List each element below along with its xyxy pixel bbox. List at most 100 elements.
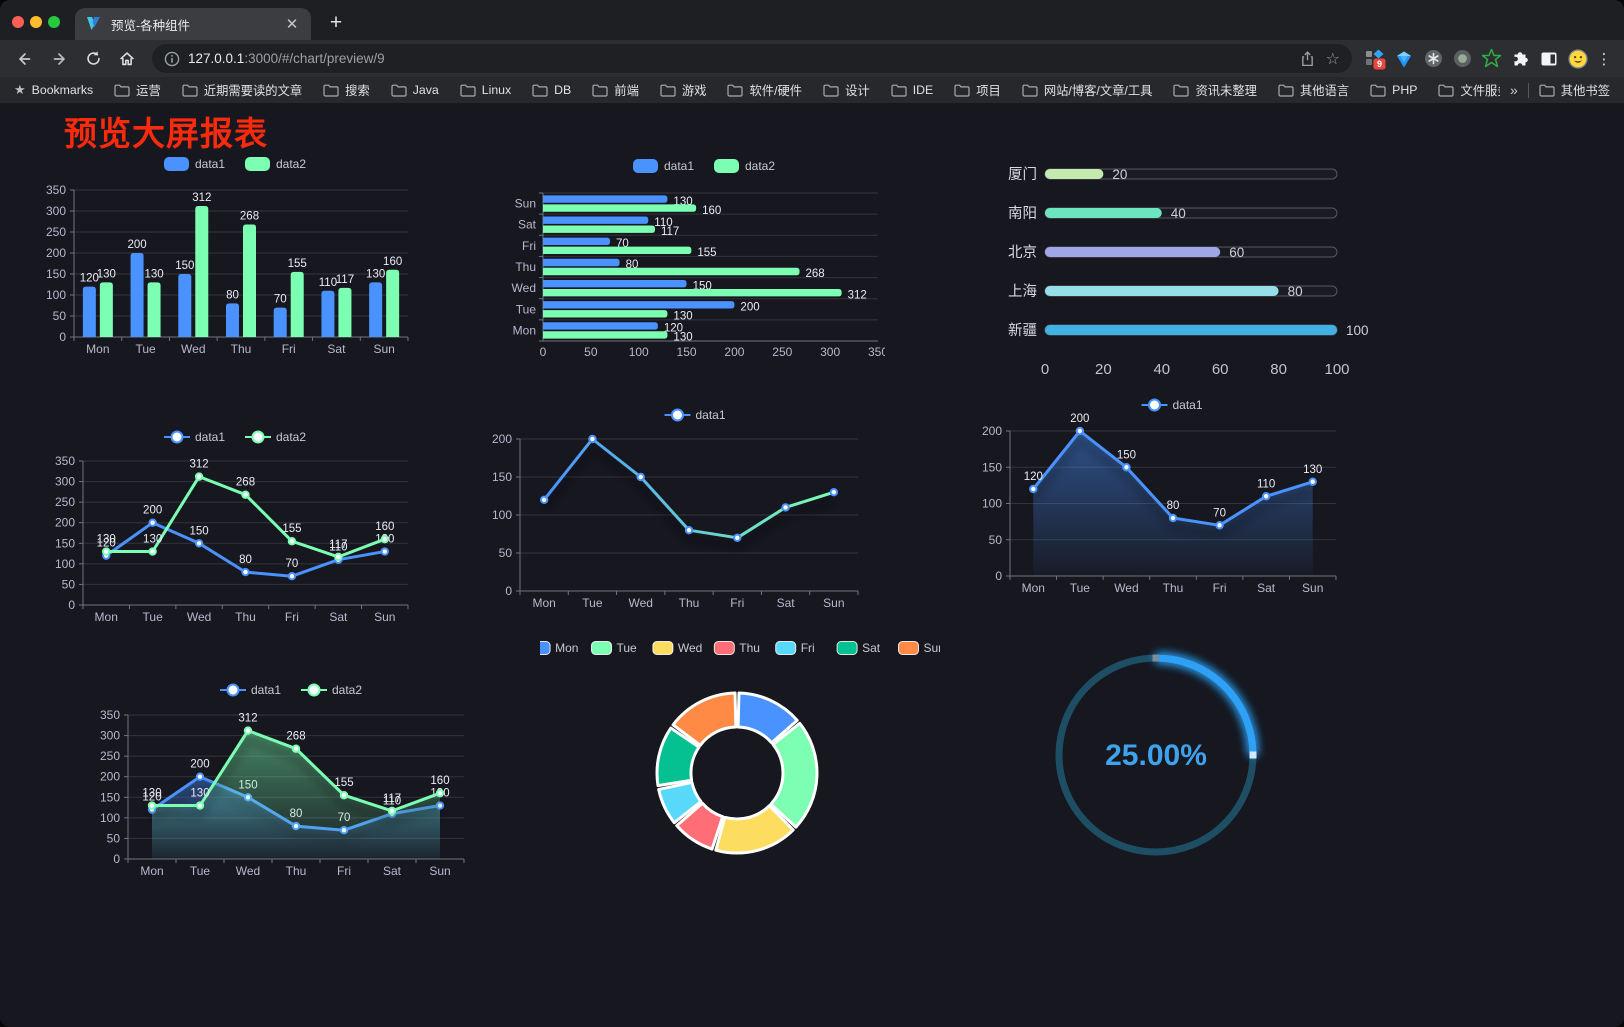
- data-point[interactable]: [148, 547, 157, 556]
- chart-bar-grouped[interactable]: data1 data2 0 50 100 150 200 250 300 350 Mon Tue Wed…: [40, 148, 420, 363]
- home-button[interactable]: [112, 44, 142, 74]
- data-point[interactable]: [291, 744, 301, 753]
- bar[interactable]: [543, 246, 692, 255]
- bar[interactable]: [543, 301, 735, 309]
- legend[interactable]: data1: [664, 408, 726, 422]
- bar[interactable]: [195, 205, 209, 337]
- bar[interactable]: [82, 286, 96, 337]
- legend-item-Thu[interactable]: Thu: [713, 641, 760, 655]
- data-point[interactable]: [194, 472, 204, 481]
- data-point[interactable]: [380, 534, 389, 544]
- data-point[interactable]: [539, 495, 549, 505]
- extension-grid-badge-icon[interactable]: 9: [1364, 48, 1386, 70]
- extension-green-star-icon[interactable]: [1480, 48, 1502, 70]
- bar[interactable]: [290, 271, 304, 337]
- data-point[interactable]: [1122, 463, 1131, 472]
- chart-donut[interactable]: Mon Tue Wed Thu Fri Sat Sun: [540, 633, 940, 868]
- legend-item-Mon[interactable]: Mon: [540, 641, 578, 655]
- back-button[interactable]: [10, 44, 40, 74]
- bookmark-folder-5[interactable]: DB: [532, 83, 571, 97]
- legend-item-data1[interactable]: data1: [164, 157, 225, 171]
- bookmark-folder-12[interactable]: 网站/博客/文章/工具: [1022, 81, 1152, 99]
- data-point[interactable]: [684, 526, 694, 535]
- bar[interactable]: [178, 274, 192, 337]
- pie-slice-Wed[interactable]: [714, 804, 795, 855]
- bookmark-folder-11[interactable]: 项目: [954, 81, 1001, 99]
- legend-item-Wed[interactable]: Wed: [652, 641, 702, 655]
- series-data1[interactable]: 120 200 150 80 70 110 130: [80, 239, 385, 337]
- bookmark-folder-6[interactable]: 前端: [592, 81, 639, 99]
- legend-item-Tue[interactable]: Tue: [591, 641, 638, 655]
- bookmark-folder-15[interactable]: PHP: [1370, 83, 1417, 97]
- side-panel-icon[interactable]: [1538, 48, 1560, 70]
- data-point[interactable]: [1168, 513, 1178, 523]
- legend[interactable]: data1 data2: [220, 683, 362, 697]
- legend[interactable]: data1 data2: [164, 157, 306, 171]
- bar[interactable]: [543, 204, 697, 212]
- data-point[interactable]: [339, 791, 349, 800]
- legend-item-Sat[interactable]: Sat: [836, 641, 881, 655]
- bar[interactable]: [543, 267, 800, 276]
- bar[interactable]: [99, 282, 113, 337]
- chart-line-gradient[interactable]: data1 0 50 100 150 200 Mon Tue Wed Thu Fri Sat Sun: [487, 399, 867, 619]
- reload-button[interactable]: [78, 44, 108, 74]
- bookmarks-overflow-chevron[interactable]: »: [1510, 82, 1518, 98]
- data-point[interactable]: [287, 537, 297, 546]
- bar[interactable]: [130, 253, 144, 337]
- data-point[interactable]: [148, 518, 157, 527]
- legend-item-data1[interactable]: data1: [633, 159, 694, 173]
- legend-item-data1[interactable]: data1: [220, 683, 281, 697]
- legend[interactable]: data1: [1141, 398, 1203, 412]
- bookmark-folder-9[interactable]: 设计: [823, 81, 870, 99]
- progress-fill[interactable]: [1045, 208, 1162, 218]
- legend[interactable]: Mon Tue Wed Thu Fri Sat Sun: [540, 641, 940, 655]
- forward-button[interactable]: [44, 44, 74, 74]
- legend-item-data2[interactable]: data2: [301, 683, 362, 697]
- bar[interactable]: [386, 269, 400, 337]
- address-bar[interactable]: 127.0.0.1:3000/#/chart/preview/9 ☆: [152, 44, 1352, 73]
- legend[interactable]: data1 data2: [633, 159, 775, 173]
- chart-line-two-series[interactable]: data1 data2 0 50 100 150 200 250 300 350 Mon Tue Wed…: [40, 421, 420, 636]
- bar[interactable]: [543, 237, 610, 246]
- legend-item-Sun[interactable]: Sun: [898, 641, 941, 655]
- bookmark-folder-3[interactable]: Java: [391, 83, 439, 97]
- bar[interactable]: [543, 310, 668, 318]
- site-info-icon[interactable]: [164, 51, 180, 67]
- bookmark-folder-8[interactable]: 软件/硬件: [727, 81, 802, 99]
- data-point[interactable]: [334, 552, 343, 562]
- bar[interactable]: [338, 287, 352, 337]
- new-tab-button[interactable]: +: [329, 11, 343, 34]
- progress-fill[interactable]: [1045, 247, 1221, 257]
- pie-slice-Thu[interactable]: [675, 801, 725, 851]
- pie-slice-Sat[interactable]: [655, 726, 701, 788]
- progress-fill[interactable]: [1045, 325, 1337, 335]
- bookmark-folder-14[interactable]: 其他语言: [1278, 81, 1349, 99]
- progress-fill[interactable]: [1045, 286, 1279, 296]
- bookmark-folder-0[interactable]: 运营: [114, 81, 161, 99]
- data-point[interactable]: [781, 503, 790, 512]
- bar[interactable]: [147, 282, 161, 337]
- bookmarks-root[interactable]: ★ Bookmarks: [14, 82, 94, 97]
- data-point[interactable]: [435, 788, 445, 798]
- bar[interactable]: [543, 258, 620, 267]
- extension-gem-icon[interactable]: [1393, 48, 1415, 70]
- data-point[interactable]: [195, 772, 205, 781]
- data-point[interactable]: [1308, 477, 1317, 486]
- bar[interactable]: [543, 279, 687, 288]
- extension-puzzle-icon[interactable]: [1509, 48, 1531, 70]
- bar[interactable]: [369, 282, 383, 337]
- bookmark-folder-7[interactable]: 游戏: [660, 81, 706, 99]
- share-icon[interactable]: [1299, 50, 1316, 68]
- extension-dot-circle-icon[interactable]: [1451, 48, 1473, 70]
- close-window-button[interactable]: [12, 16, 24, 28]
- bar[interactable]: [543, 331, 668, 339]
- pie-slice-Tue[interactable]: [769, 721, 819, 829]
- legend-item-data1[interactable]: data1: [1141, 398, 1203, 412]
- legend-item-data2[interactable]: data2: [714, 159, 775, 173]
- data-point[interactable]: [1029, 484, 1038, 494]
- data-point[interactable]: [1215, 521, 1224, 530]
- extension-asterisk-circle-icon[interactable]: [1422, 48, 1444, 70]
- bar[interactable]: [543, 288, 842, 297]
- data-point[interactable]: [287, 572, 297, 581]
